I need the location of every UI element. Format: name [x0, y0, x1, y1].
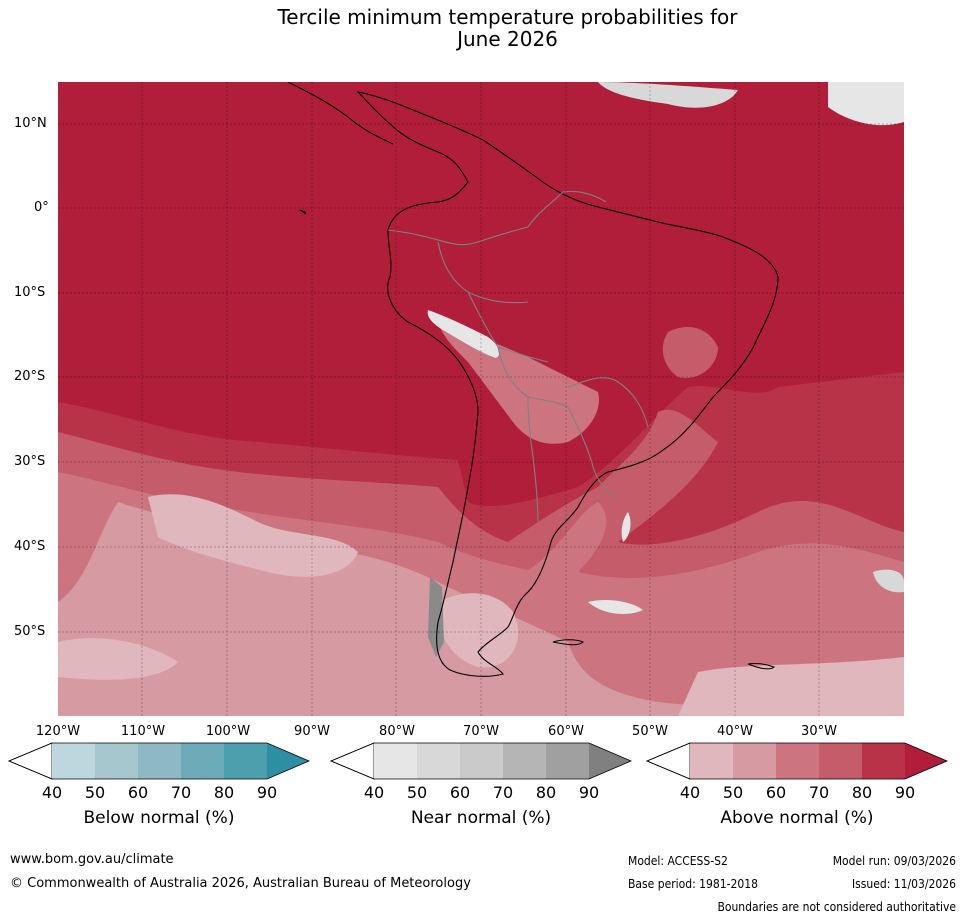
lat-label-10s: 10°S — [14, 285, 46, 300]
south-america-coastline — [356, 91, 779, 677]
below-tick-70: 70 — [170, 783, 192, 802]
near-normal-caribbean — [598, 82, 738, 108]
lat-label-30s: 30°S — [14, 454, 46, 469]
region-60pct-andes-interior — [438, 322, 599, 444]
above-tick-50: 50 — [722, 783, 744, 802]
lon-label-110w: 110°W — [120, 724, 166, 739]
near-tick-80: 80 — [535, 783, 557, 802]
near-normal-falklands-east — [621, 512, 631, 542]
lon-label-90w: 90°W — [294, 724, 330, 739]
region-40pct-patagonia — [437, 593, 519, 668]
above-tick-80: 80 — [851, 783, 873, 802]
colorbar-below-segment-2 — [95, 743, 138, 779]
region-40pct-far-south — [58, 638, 178, 680]
colorbar-below-upper-arrow — [267, 743, 309, 779]
website-link[interactable]: www.bom.gov.au/climate — [10, 852, 174, 867]
colorbar-above-segment-4 — [819, 743, 862, 779]
lon-label-40w: 40°W — [717, 724, 753, 739]
region-40pct-south-atlantic — [678, 657, 904, 716]
colorbar-below-segment-4 — [181, 743, 224, 779]
near-normal-patagonia-coast — [428, 577, 444, 657]
colorbar-near — [330, 742, 632, 780]
colorbar-below-lower-arrow — [8, 742, 53, 780]
colorbar-near-segment-3 — [460, 743, 503, 779]
colorbar-near-segment-4 — [503, 743, 546, 779]
near-normal-atlantic-north — [828, 82, 904, 126]
colorbar-above-segment-3 — [776, 743, 819, 779]
colorbar-near-upper-arrow — [589, 743, 631, 779]
title-line-2: June 2026 — [457, 27, 558, 51]
lat-label-20s: 20°S — [14, 369, 46, 384]
colorbar-near-lower-arrow — [330, 742, 375, 780]
below-normal-label: Below normal (%) — [83, 808, 235, 828]
islands-south — [299, 209, 775, 670]
above-tick-70: 70 — [808, 783, 830, 802]
colorbar-above-lower-arrow — [646, 742, 691, 780]
colorbar-above-segment-5 — [862, 743, 905, 779]
colorbar-above-segment-2 — [733, 743, 776, 779]
chart-title: Tercile minimum temperature probabilitie… — [0, 6, 965, 50]
lat-label-0: 0° — [34, 200, 49, 215]
lat-label-10n: 10°N — [14, 116, 47, 131]
colorbar-above-segment-1 — [690, 743, 733, 779]
near-normal-andes-peru — [427, 310, 500, 358]
above-tick-60: 60 — [765, 783, 787, 802]
lon-label-30w: 30°W — [801, 724, 837, 739]
lon-label-80w: 80°W — [379, 724, 415, 739]
title-line-1: Tercile minimum temperature probabilitie… — [277, 5, 738, 29]
probability-map — [58, 82, 904, 716]
below-tick-80: 80 — [213, 783, 235, 802]
colorbar-near-segment-5 — [546, 743, 589, 779]
country-borders — [387, 190, 649, 523]
copyright-text: © Commonwealth of Australia 2026, Austra… — [10, 876, 471, 891]
model-name: Model: ACCESS-S2 — [628, 854, 728, 868]
lat-label-40s: 40°S — [14, 539, 46, 554]
near-normal-south-atlantic — [588, 599, 643, 614]
colorbar-near-segment-1 — [374, 743, 417, 779]
below-tick-40: 40 — [41, 783, 63, 802]
colorbar-near-segment-2 — [417, 743, 460, 779]
lon-label-60w: 60°W — [548, 724, 584, 739]
below-tick-90: 90 — [256, 783, 278, 802]
lon-label-70w: 70°W — [463, 724, 499, 739]
near-normal-east-edge — [873, 569, 904, 593]
colorbar-below — [8, 742, 310, 780]
near-tick-70: 70 — [492, 783, 514, 802]
below-tick-50: 50 — [84, 783, 106, 802]
colorbar-above — [646, 742, 948, 780]
boundary-disclaimer: Boundaries are not considered authoritat… — [717, 900, 956, 914]
colorbar-below-segment-1 — [52, 743, 95, 779]
lon-label-100w: 100°W — [205, 724, 251, 739]
base-period: Base period: 1981-2018 — [628, 877, 759, 891]
near-tick-60: 60 — [449, 783, 471, 802]
above-tick-90: 90 — [894, 783, 916, 802]
lon-label-50w: 50°W — [632, 724, 668, 739]
region-70pct-brazil — [662, 327, 718, 378]
region-40pct-pacific — [148, 494, 358, 577]
graticule — [58, 82, 904, 716]
above-normal-label: Above normal (%) — [720, 808, 874, 828]
central-america-coastline — [287, 82, 394, 145]
lon-label-120w: 120°W — [35, 724, 81, 739]
near-normal-label: Near normal (%) — [410, 808, 552, 828]
colorbar-below-segment-3 — [138, 743, 181, 779]
above-tick-40: 40 — [679, 783, 701, 802]
near-tick-50: 50 — [406, 783, 428, 802]
below-tick-60: 60 — [127, 783, 149, 802]
model-run-date: Model run: 09/03/2026 — [832, 854, 956, 868]
issued-date: Issued: 11/03/2026 — [851, 877, 956, 891]
near-tick-90: 90 — [578, 783, 600, 802]
near-tick-40: 40 — [363, 783, 385, 802]
colorbar-below-segment-5 — [224, 743, 267, 779]
colorbar-above-upper-arrow — [905, 743, 947, 779]
lat-label-50s: 50°S — [14, 624, 46, 639]
